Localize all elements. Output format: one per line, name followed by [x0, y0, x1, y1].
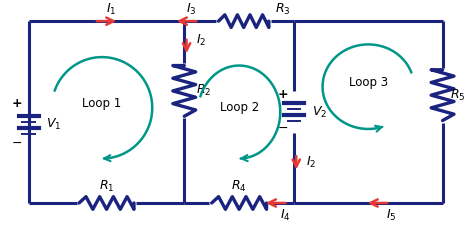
Text: $I_2$: $I_2$	[197, 33, 207, 48]
Text: $R_5$: $R_5$	[450, 88, 466, 103]
Text: $I_1$: $I_1$	[106, 2, 116, 17]
Text: $I_5$: $I_5$	[386, 208, 396, 223]
Text: $I_3$: $I_3$	[186, 2, 197, 17]
Text: $R_1$: $R_1$	[99, 178, 114, 194]
Text: −: −	[12, 137, 22, 150]
Text: +: +	[277, 88, 288, 101]
Text: −: −	[277, 122, 288, 134]
Text: $V_1$: $V_1$	[46, 117, 62, 132]
Text: +: +	[12, 97, 23, 110]
Text: $R_2$: $R_2$	[196, 83, 211, 99]
Text: $R_3$: $R_3$	[275, 2, 290, 17]
Text: Loop 3: Loop 3	[349, 76, 388, 89]
Text: $I_4$: $I_4$	[280, 208, 290, 223]
Text: $R_4$: $R_4$	[231, 178, 247, 194]
Text: $V_2$: $V_2$	[311, 105, 327, 120]
Text: Loop 1: Loop 1	[82, 97, 121, 110]
Text: Loop 2: Loop 2	[219, 101, 259, 114]
Text: $I_2$: $I_2$	[306, 155, 317, 170]
